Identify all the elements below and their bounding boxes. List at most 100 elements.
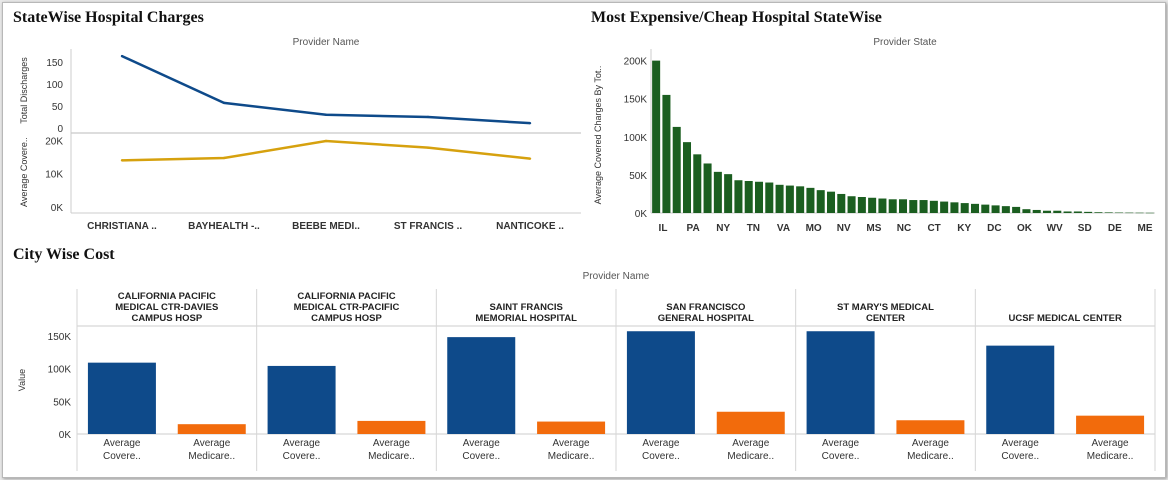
- y-tick-label: 0K: [635, 209, 648, 220]
- x-tick-label: CHRISTIANA ..: [87, 221, 157, 232]
- x-tick-label: KY: [957, 223, 971, 234]
- group-header-label: CAMPUS HOSP: [131, 313, 202, 324]
- state-bar: [1084, 211, 1093, 213]
- bar-label: Average: [283, 438, 321, 449]
- group-header-label: MEDICAL CTR-PACIFIC: [294, 302, 400, 313]
- bar-label: Covere..: [103, 451, 141, 462]
- group-header-label: GENERAL HOSPITAL: [658, 313, 754, 324]
- city-bar: [1076, 415, 1145, 434]
- city-bar: [716, 411, 785, 434]
- state-bar: [1094, 212, 1103, 213]
- bar-label: Average: [1002, 438, 1040, 449]
- city-bar: [896, 420, 965, 434]
- state-bar: [970, 203, 980, 213]
- y-tick-label: 100K: [48, 365, 72, 376]
- x-tick-label: BAYHEALTH -..: [188, 221, 260, 232]
- state-bar: [765, 182, 774, 213]
- x-tick-label: SD: [1078, 223, 1092, 234]
- line-header: Provider Name: [293, 37, 360, 48]
- state-bar: [662, 94, 671, 213]
- statewise-line-chart: Provider Name 0 50 100 150 Total Discharges 0K…: [19, 37, 581, 232]
- city-bar: [447, 337, 516, 434]
- y-tick-label: 50K: [629, 171, 647, 182]
- group-header-label: CAMPUS HOSP: [311, 313, 382, 324]
- state-bar: [909, 200, 918, 213]
- state-bar: [857, 197, 866, 213]
- y-tick-label: 0: [57, 124, 63, 135]
- bar-label: Medicare..: [368, 451, 415, 462]
- state-bar: [1022, 209, 1031, 213]
- x-tick-label: CT: [927, 223, 940, 234]
- bar-label: Medicare..: [1087, 451, 1134, 462]
- data-point: [528, 157, 532, 160]
- state-bar: [785, 185, 794, 213]
- state-bar: [1063, 211, 1072, 213]
- state-bar: [929, 200, 938, 213]
- bar-label: Average: [193, 438, 231, 449]
- y-tick-label: 0K: [59, 430, 72, 441]
- state-bar: [713, 171, 722, 213]
- group-header-label: UCSF MEDICAL CENTER: [1009, 313, 1122, 324]
- state-bar: [775, 184, 784, 213]
- x-tick-label: DC: [987, 223, 1001, 234]
- x-tick-label: NC: [897, 223, 911, 234]
- bar-label: Medicare..: [727, 451, 774, 462]
- city-bar: [806, 331, 875, 434]
- state-bar: [703, 163, 712, 213]
- y-tick-label: 50K: [53, 397, 71, 408]
- state-bar: [796, 186, 805, 213]
- city-bar-chart: Provider Name 0K 50K 100K 150K Value CALIFORNI…: [17, 271, 1156, 471]
- bar-label: Covere..: [283, 451, 321, 462]
- bar-label: Average: [553, 438, 591, 449]
- x-tick-label: MO: [806, 223, 822, 234]
- y-tick-label: 0K: [51, 203, 64, 214]
- x-tick-label: PA: [687, 223, 700, 234]
- state-bar: [1001, 206, 1010, 213]
- bar-label: Covere..: [1001, 451, 1039, 462]
- city-bar: [357, 420, 426, 434]
- state-bar: [837, 193, 846, 213]
- state-bar: [672, 126, 681, 213]
- state-bar: [991, 205, 1000, 213]
- x-tick-label: DE: [1108, 223, 1122, 234]
- citywise-title: City Wise Cost: [13, 246, 115, 263]
- state-bar: [960, 203, 969, 213]
- state-bar: [816, 190, 825, 213]
- state-bar: [981, 204, 990, 213]
- state-bar: [652, 60, 661, 213]
- state-bar: [1032, 209, 1041, 213]
- x-tick-label: NY: [716, 223, 730, 234]
- state-bar: [754, 181, 764, 213]
- data-point: [222, 101, 226, 105]
- city-bar: [986, 345, 1055, 434]
- x-tick-label: WV: [1047, 223, 1063, 234]
- data-point: [324, 113, 328, 116]
- city-header: Provider Name: [583, 271, 650, 282]
- y-tick-label: 150K: [624, 95, 648, 106]
- state-bar: [1114, 212, 1124, 214]
- group-header-label: SAINT FRANCIS: [489, 302, 562, 313]
- bar-label: Medicare..: [907, 451, 954, 462]
- bar-label: Average: [463, 438, 501, 449]
- state-bar: [919, 200, 928, 213]
- data-point: [324, 139, 328, 143]
- bar-label: Medicare..: [188, 451, 235, 462]
- bar-label: Average: [912, 438, 950, 449]
- bar-label: Medicare..: [548, 451, 595, 462]
- state-bar: [1145, 212, 1154, 214]
- bar-label: Average: [103, 438, 141, 449]
- y-tick-label: 200K: [624, 57, 648, 68]
- state-bar: [724, 174, 733, 213]
- bar-label: Covere..: [462, 451, 500, 462]
- bar-label: Average: [822, 438, 860, 449]
- x-tick-label: OK: [1017, 223, 1033, 234]
- city-bar: [537, 421, 606, 434]
- statewise-title: StateWise Hospital Charges: [13, 9, 204, 26]
- city-bar: [626, 331, 695, 434]
- x-tick-label: ME: [1138, 223, 1153, 234]
- bar-label: Average: [732, 438, 770, 449]
- state-bar: [868, 197, 877, 213]
- expensive-title: Most Expensive/Cheap Hospital StateWise: [591, 9, 882, 26]
- x-tick-label: BEEBE MEDI..: [292, 221, 360, 232]
- y-axis-label: Total Discharges: [19, 57, 29, 124]
